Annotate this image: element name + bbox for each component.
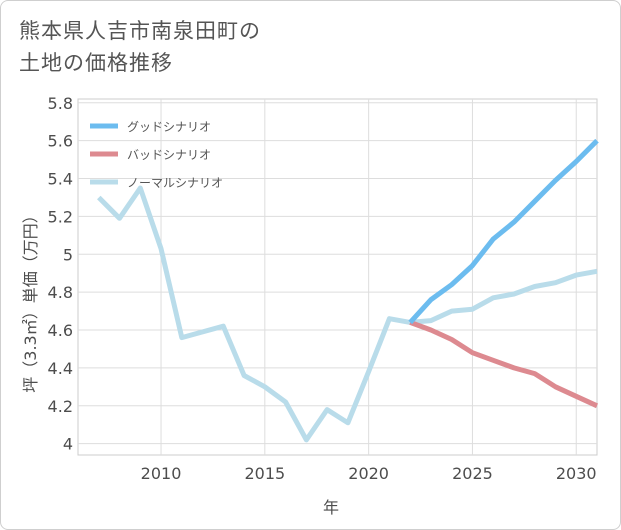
y-axis-label: 坪（3.3㎡）単価（万円） <box>21 207 40 392</box>
legend-label: バッドシナリオ <box>127 148 211 162</box>
y-tick-label: 4.8 <box>48 283 73 302</box>
y-tick-label: 4.2 <box>48 397 73 416</box>
y-tick-label: 5.4 <box>48 170 73 189</box>
x-tick-label: 2015 <box>244 464 285 483</box>
chart-title-line-1: 熊本県人吉市南泉田町の <box>19 19 261 43</box>
legend-label: グッドシナリオ <box>127 120 211 134</box>
series-layer <box>97 138 599 443</box>
y-tick-label: 5 <box>63 245 73 264</box>
series-line-1 <box>409 320 599 409</box>
x-axis-label: 年 <box>323 498 339 517</box>
x-tick-label: 2020 <box>348 464 389 483</box>
y-tick-label: 5.6 <box>48 132 73 151</box>
y-tick-label: 4.6 <box>48 321 73 340</box>
legend-label: ノーマルシナリオ <box>127 176 223 190</box>
y-tick-label: 5.2 <box>48 207 73 226</box>
plot-area <box>77 98 598 456</box>
tick-labels: 4 4.2 4.4 4.6 4.8 5 5.2 5.4 5.6 5.8 2010 2015 2020 20… <box>48 94 597 483</box>
x-tick-label: 2030 <box>556 464 597 483</box>
y-tick-label: 4.4 <box>48 359 73 378</box>
chart-title: 熊本県人吉市南泉田町の 土地の価格推移 <box>19 15 439 79</box>
y-tick-label: 5.8 <box>48 94 73 113</box>
x-tick-label: 2010 <box>141 464 182 483</box>
series-line-0 <box>408 138 599 325</box>
chart-title-line-2: 土地の価格推移 <box>19 51 173 75</box>
y-tick-label: 4 <box>63 435 73 454</box>
grid <box>77 98 598 456</box>
x-tick-label: 2025 <box>452 464 493 483</box>
series-line-2 <box>97 185 598 443</box>
